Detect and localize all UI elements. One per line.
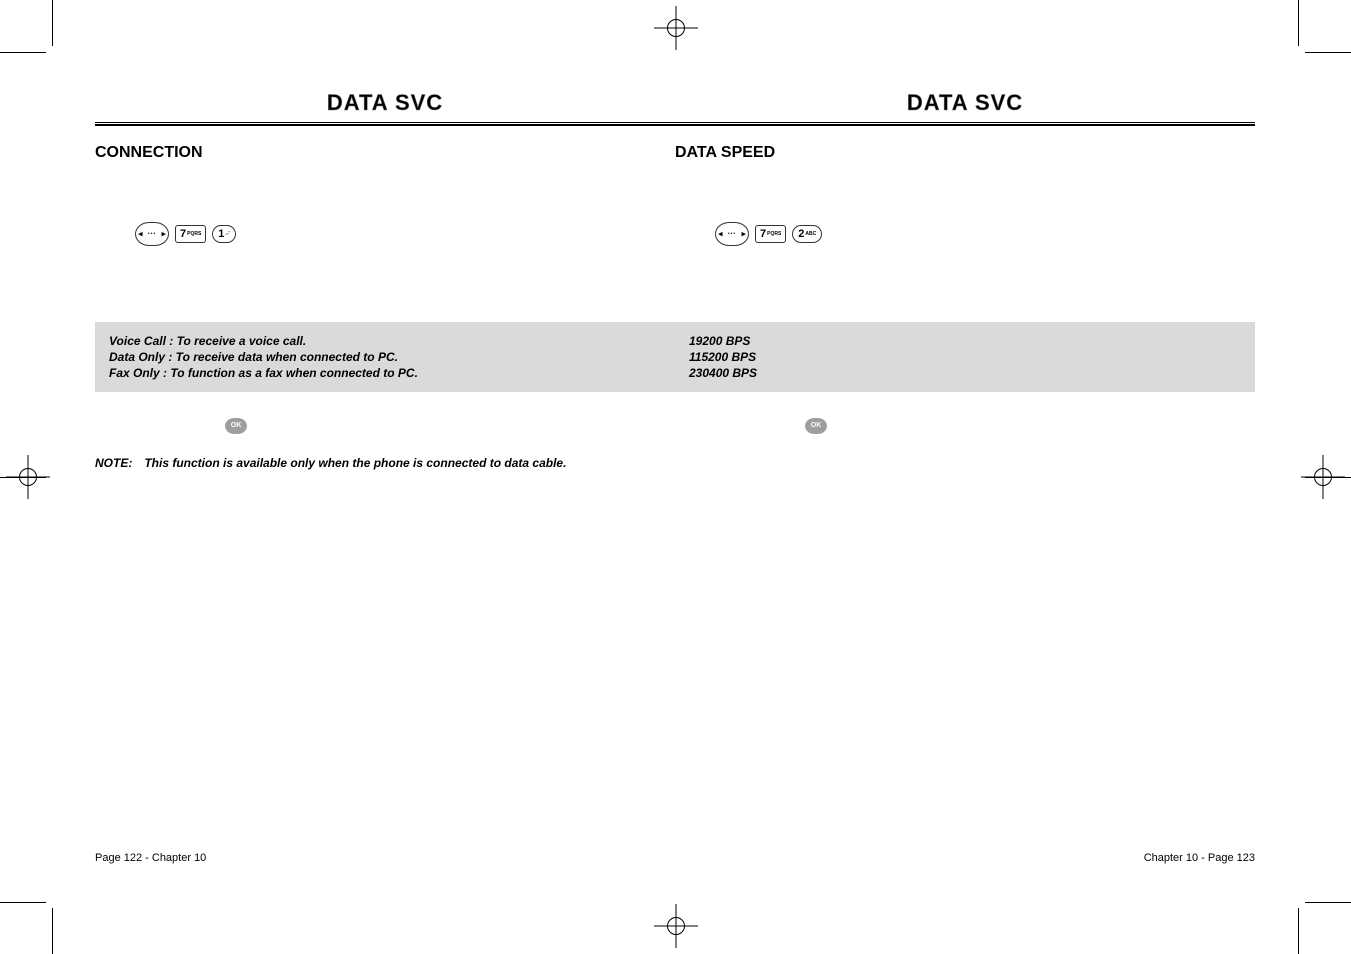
info-line: Data Only : To receive data when connect…	[109, 350, 661, 364]
info-box-right: 19200 BPS 115200 BPS 230400 BPS	[675, 322, 1255, 392]
key-1-icon: 1 .-'	[212, 225, 235, 243]
crop-mark-right-bottom	[1305, 902, 1351, 903]
key-digit: 2	[798, 228, 804, 240]
nav-dots: •••	[148, 231, 156, 237]
key-digit: 7	[180, 228, 186, 240]
title-text-right: DATA SVC	[907, 90, 1023, 115]
key-sub: PQRS	[187, 231, 201, 237]
info-line: Voice Call : To receive a voice call.	[109, 334, 661, 348]
crop-mark-left-bottom	[0, 902, 46, 903]
title-rule-left	[95, 122, 675, 126]
key-sub: .-'	[225, 231, 229, 237]
register-mark-left	[12, 461, 44, 493]
subsection-left: CONNECTION	[95, 144, 675, 162]
info-line: 19200 BPS	[689, 334, 1241, 348]
footer-right: Chapter 10 - Page 123	[1144, 852, 1255, 864]
key-digit: 1	[218, 228, 224, 240]
key-row-right: ◂ ••• ▸ 7 PQRS 2 ABC	[715, 222, 1255, 246]
subsection-right: DATA SPEED	[675, 144, 1255, 162]
ok-row-left: OK	[225, 414, 675, 434]
info-line: 115200 BPS	[689, 350, 1241, 364]
key-digit: 7	[760, 228, 766, 240]
page-left: DATA SVC CONNECTION ◂ ••• ▸ 7 PQRS 1 .-'…	[95, 50, 675, 904]
register-mark-right	[1307, 461, 1339, 493]
key-row-left: ◂ ••• ▸ 7 PQRS 1 .-'	[135, 222, 675, 246]
register-mark-top	[660, 12, 692, 44]
info-line: 230400 BPS	[689, 366, 1241, 380]
crop-mark-bottom-right	[1298, 908, 1299, 954]
page-right: DATA SVC DATA SPEED ◂ ••• ▸ 7 PQRS 2 ABC…	[675, 50, 1255, 904]
nav-arrow-left-icon: ◂	[138, 229, 143, 240]
nav-dots: •••	[728, 231, 736, 237]
footer-left: Page 122 - Chapter 10	[95, 852, 206, 864]
nav-key-icon: ◂ ••• ▸	[135, 222, 169, 246]
info-box-left: Voice Call : To receive a voice call. Da…	[95, 322, 675, 392]
title-rule-right	[675, 122, 1255, 126]
register-mark-bottom	[660, 910, 692, 942]
crop-mark-bottom-left	[52, 908, 53, 954]
note-text: This function is available only when the…	[144, 456, 675, 470]
crop-mark-right-top	[1305, 52, 1351, 53]
key-2-icon: 2 ABC	[792, 225, 822, 243]
crop-mark-left-top	[0, 52, 46, 53]
crop-mark-top-left	[52, 0, 53, 46]
key-7-icon: 7 PQRS	[755, 225, 786, 243]
key-sub: ABC	[805, 231, 816, 237]
ok-button-icon: OK	[805, 418, 827, 434]
nav-arrow-left-icon: ◂	[718, 229, 723, 240]
ok-row-right: OK	[805, 414, 1255, 434]
ok-button-icon: OK	[225, 418, 247, 434]
note-label: NOTE:	[95, 456, 132, 470]
key-sub: PQRS	[767, 231, 781, 237]
section-title-right: DATA SVC	[675, 90, 1255, 120]
nav-arrow-right-icon: ▸	[741, 229, 746, 240]
key-7-icon: 7 PQRS	[175, 225, 206, 243]
title-text-left: DATA SVC	[327, 90, 443, 115]
nav-arrow-right-icon: ▸	[161, 229, 166, 240]
nav-key-icon: ◂ ••• ▸	[715, 222, 749, 246]
info-line: Fax Only : To function as a fax when con…	[109, 366, 661, 380]
section-title-left: DATA SVC	[95, 90, 675, 120]
crop-mark-top-right	[1298, 0, 1299, 46]
note-block: NOTE: This function is available only wh…	[95, 456, 675, 470]
